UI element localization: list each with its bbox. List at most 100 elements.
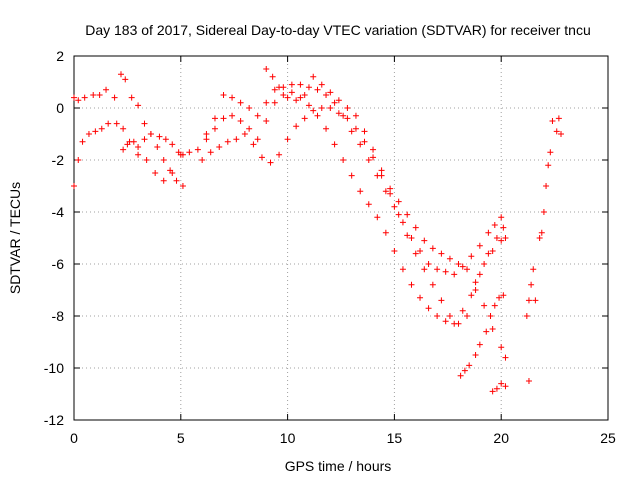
- data-point: [323, 92, 330, 98]
- data-point: [216, 144, 223, 150]
- data-point: [468, 253, 475, 260]
- x-tick-label: 20: [493, 430, 509, 446]
- data-point: [246, 105, 253, 111]
- x-tick-label: 15: [387, 430, 403, 446]
- data-point: [502, 354, 509, 361]
- data-point: [186, 149, 193, 156]
- data-point: [547, 149, 554, 156]
- data-point: [451, 320, 458, 327]
- data-point: [267, 159, 274, 166]
- data-point: [229, 112, 236, 119]
- data-point: [538, 229, 545, 236]
- data-point: [361, 138, 368, 145]
- y-tick-label: -4: [52, 204, 65, 220]
- data-point: [288, 89, 295, 96]
- data-point: [179, 183, 186, 189]
- data-point: [160, 157, 167, 163]
- data-point: [391, 203, 398, 210]
- data-point: [549, 118, 556, 124]
- data-point: [442, 268, 449, 275]
- data-point: [160, 177, 167, 184]
- data-point: [135, 151, 142, 158]
- data-point: [399, 219, 406, 226]
- data-point: [421, 266, 428, 273]
- data-point: [318, 81, 325, 88]
- data-point: [120, 125, 127, 132]
- series-trace-d: [263, 66, 509, 361]
- data-point: [241, 131, 248, 137]
- data-point: [485, 250, 492, 257]
- data-point: [421, 237, 428, 244]
- series-trace-b: [71, 105, 509, 327]
- series-trace-e: [457, 292, 509, 395]
- data-point: [434, 266, 441, 273]
- data-point: [451, 271, 458, 278]
- y-tick-label: -8: [52, 308, 65, 324]
- data-point: [81, 94, 88, 101]
- data-point: [305, 84, 312, 91]
- data-point: [305, 102, 312, 109]
- data-point: [523, 313, 530, 319]
- data-point: [237, 118, 244, 124]
- data-point: [387, 185, 394, 192]
- data-point: [71, 183, 77, 189]
- data-point: [378, 172, 385, 179]
- data-point: [327, 89, 334, 96]
- y-tick-label: -10: [44, 360, 64, 376]
- data-point: [135, 102, 142, 109]
- data-point: [288, 81, 295, 88]
- series-trace-c: [120, 89, 507, 327]
- data-point: [374, 214, 381, 221]
- y-tick-label: -6: [52, 256, 65, 272]
- data-point: [323, 125, 330, 132]
- data-point: [365, 201, 372, 208]
- data-point: [276, 151, 283, 158]
- grid: [74, 56, 608, 420]
- data-point: [233, 136, 240, 143]
- x-axis-label: GPS time / hours: [285, 458, 392, 474]
- data-point: [476, 341, 483, 348]
- data-point: [258, 154, 265, 161]
- data-point: [457, 372, 464, 379]
- data-point: [532, 297, 539, 304]
- data-point: [502, 383, 509, 390]
- data-point: [558, 131, 565, 137]
- data-point: [378, 167, 385, 174]
- data-points: [71, 66, 565, 395]
- data-point: [412, 250, 419, 257]
- data-point: [79, 138, 86, 145]
- data-point: [425, 305, 432, 312]
- data-point: [498, 380, 505, 387]
- data-point: [434, 313, 441, 319]
- data-point: [395, 198, 402, 205]
- data-point: [122, 76, 129, 83]
- data-point: [489, 388, 496, 395]
- data-point: [344, 105, 351, 111]
- data-point: [357, 141, 364, 148]
- data-point: [297, 94, 304, 101]
- data-point: [173, 177, 180, 184]
- data-point: [498, 214, 505, 221]
- data-point: [481, 302, 488, 309]
- data-point: [75, 97, 82, 104]
- data-point: [417, 248, 424, 254]
- data-point: [318, 105, 325, 111]
- data-point: [220, 115, 227, 122]
- data-point: [271, 99, 278, 106]
- data-point: [297, 81, 304, 88]
- y-tick-label: 0: [56, 100, 64, 116]
- data-point: [459, 307, 466, 314]
- data-point: [472, 287, 479, 293]
- data-point: [459, 263, 466, 270]
- data-point: [340, 157, 347, 163]
- data-point: [365, 157, 372, 163]
- series-trace-a: [71, 71, 505, 278]
- data-point: [310, 73, 317, 80]
- data-point: [263, 118, 270, 124]
- data-point: [263, 66, 270, 72]
- data-point: [429, 281, 436, 288]
- data-point: [352, 125, 359, 132]
- data-point: [493, 235, 500, 241]
- data-point: [113, 120, 120, 127]
